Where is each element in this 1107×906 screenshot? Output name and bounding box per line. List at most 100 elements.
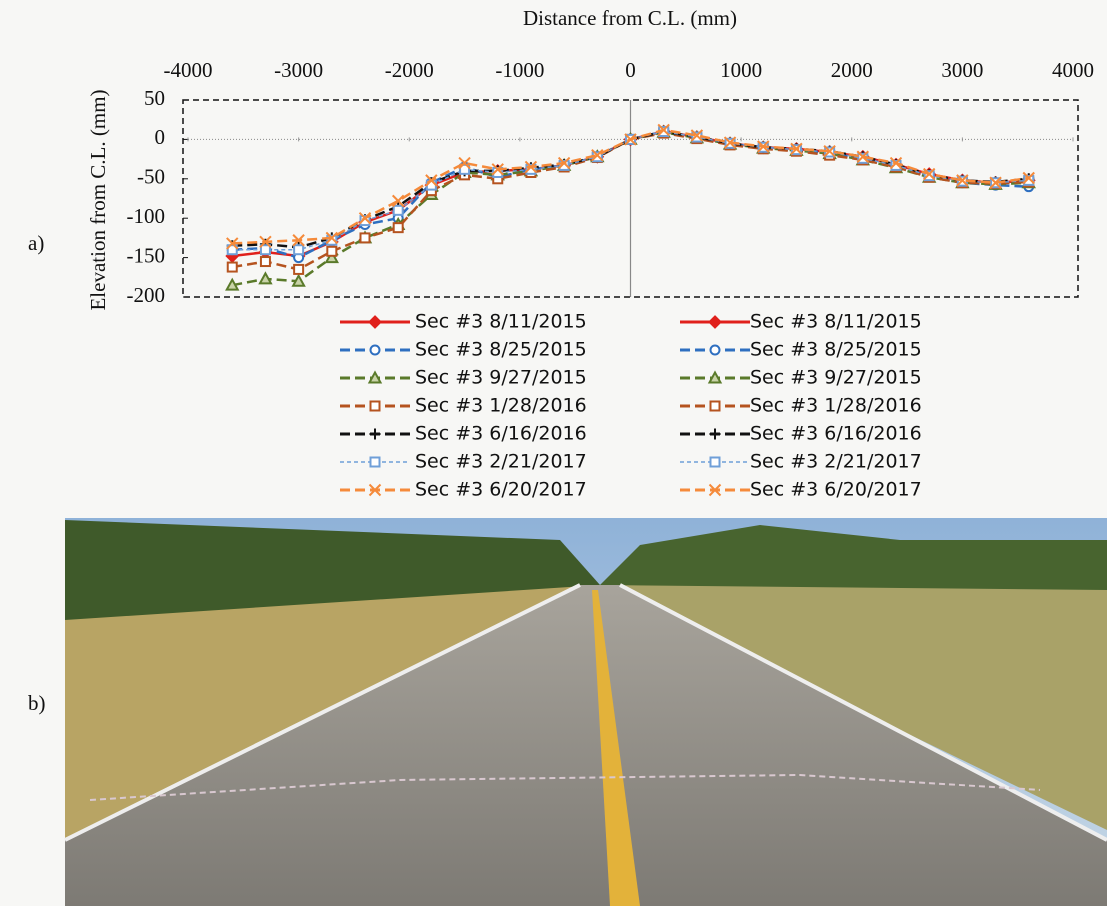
marker <box>291 273 306 287</box>
marker <box>259 256 271 268</box>
panel-label: b) <box>28 691 46 715</box>
legend-label: Sec #3 2/21/2017 <box>750 451 922 473</box>
marker <box>922 167 936 181</box>
y-tick-label: -150 <box>127 243 166 267</box>
marker <box>226 237 239 250</box>
legend-label: Sec #3 1/28/2016 <box>750 395 922 417</box>
center-line <box>592 590 640 906</box>
photo <box>64 518 1107 906</box>
series <box>226 123 1035 250</box>
marker <box>391 194 405 208</box>
marker <box>258 271 273 285</box>
marker <box>525 163 537 175</box>
marker <box>1023 174 1035 186</box>
marker <box>392 222 404 234</box>
legend-label: Sec #3 8/25/2015 <box>750 339 922 361</box>
marker <box>491 163 504 176</box>
x-tick-label: 0 <box>625 58 636 82</box>
marker <box>557 156 571 170</box>
marker <box>989 176 1002 189</box>
y-axis-title: Elevation from C.L. (mm) <box>86 89 110 310</box>
legend-label: Sec #3 8/25/2015 <box>415 339 587 361</box>
marker <box>458 156 471 170</box>
plot-frame <box>182 99 1079 298</box>
string-line <box>89 773 1041 801</box>
marker <box>709 344 721 356</box>
marker <box>368 315 382 329</box>
marker <box>690 129 704 142</box>
marker <box>856 150 870 163</box>
marker <box>359 232 371 244</box>
x-tick-label: -3000 <box>274 58 323 82</box>
x-tick-label: -1000 <box>495 58 544 82</box>
y-tick-label: -100 <box>127 204 166 228</box>
marker <box>708 483 722 497</box>
road-edge <box>64 583 581 842</box>
legend-label: Sec #3 8/11/2015 <box>750 311 922 333</box>
marker <box>293 263 305 275</box>
x-axis-title: Distance from C.L. (mm) <box>523 6 737 30</box>
marker <box>524 160 538 174</box>
marker <box>707 370 723 384</box>
marker <box>225 277 240 291</box>
legend-label: Sec #3 6/20/2017 <box>415 479 587 501</box>
marker <box>259 244 271 256</box>
marker <box>367 370 383 384</box>
marker <box>1022 171 1035 185</box>
marker <box>293 244 305 256</box>
x-tick-label: -2000 <box>385 58 434 82</box>
trees-left <box>65 520 600 640</box>
marker <box>889 156 903 170</box>
y-tick-label: -200 <box>127 283 166 307</box>
marker <box>325 231 339 245</box>
marker <box>708 315 722 329</box>
legend-label: Sec #3 9/27/2015 <box>750 367 922 389</box>
marker <box>326 245 338 257</box>
marker <box>292 234 305 247</box>
road <box>65 585 1107 906</box>
marker <box>657 123 670 137</box>
marker <box>709 428 721 440</box>
marker <box>259 235 272 249</box>
marker <box>709 456 721 468</box>
marker <box>324 250 340 264</box>
x-tick-label: 1000 <box>720 58 762 82</box>
marker <box>369 344 381 356</box>
x-tick-label: 2000 <box>831 58 873 82</box>
marker <box>723 136 737 149</box>
marker <box>369 400 381 412</box>
legend-label: Sec #3 9/27/2015 <box>415 367 587 389</box>
marker <box>459 163 471 175</box>
marker <box>790 142 803 156</box>
marker <box>591 148 604 162</box>
x-tick-label: 3000 <box>941 58 983 82</box>
legend-label: Sec #3 6/20/2017 <box>750 479 922 501</box>
marker <box>624 133 637 146</box>
marker <box>558 159 570 171</box>
marker <box>359 215 371 227</box>
marker <box>923 170 935 182</box>
marker <box>392 204 404 216</box>
marker <box>369 456 381 468</box>
road-edge <box>619 583 1107 842</box>
marker <box>226 244 238 256</box>
trees-right <box>600 525 1107 600</box>
marker <box>369 428 381 440</box>
legend-label: Sec #3 2/21/2017 <box>415 451 587 473</box>
y-tick-label: 50 <box>144 86 165 110</box>
marker <box>226 261 238 273</box>
marker <box>823 145 836 158</box>
marker <box>709 400 721 412</box>
marker <box>326 234 338 246</box>
marker <box>358 211 372 225</box>
legend-label: Sec #3 1/28/2016 <box>415 395 587 417</box>
x-tick-label: -4000 <box>164 58 213 82</box>
y-tick-label: -50 <box>137 165 165 189</box>
x-tick-label: 4000 <box>1052 58 1094 82</box>
panel-label: a) <box>28 231 44 255</box>
legend-label: Sec #3 8/11/2015 <box>415 311 587 333</box>
marker <box>757 140 770 153</box>
legend-label: Sec #3 6/16/2016 <box>415 423 587 445</box>
